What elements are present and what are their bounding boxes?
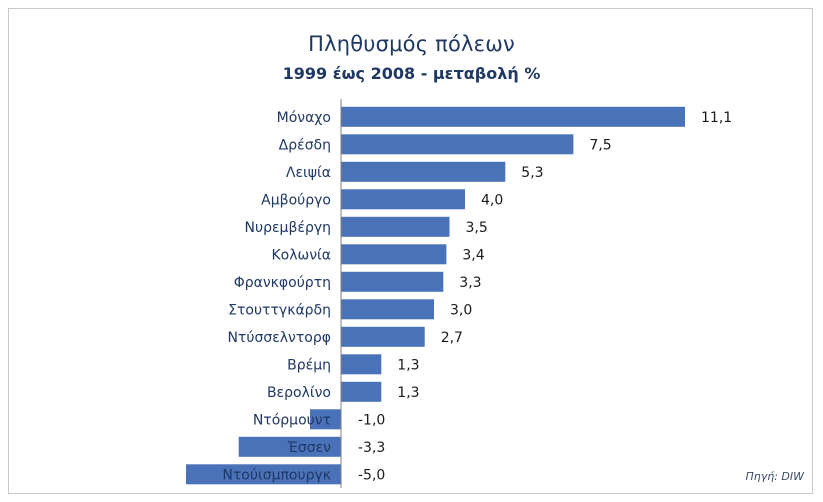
- category-label: Ντόρμουντ: [253, 412, 331, 428]
- category-label: Στουττγκάρδη: [228, 302, 331, 318]
- bar-11: [341, 381, 382, 402]
- value-label: 1,3: [397, 385, 419, 401]
- source-note: Πηγή: DIW: [745, 470, 804, 483]
- value-label: 1,3: [397, 357, 419, 373]
- bar-12: [310, 409, 341, 430]
- value-labels: 11,1 7,5 5,3 4,0 3,5 3,4 3,3 3,0 2,7 1,3 1,3 -1,0 -3…: [358, 110, 732, 483]
- bar-6: [341, 244, 447, 265]
- category-label: Μόναχο: [277, 110, 331, 126]
- category-label: Έσσεν: [286, 440, 331, 456]
- value-label: 3,4: [462, 247, 484, 263]
- bar-3: [341, 161, 506, 182]
- value-label: 3,3: [459, 275, 481, 291]
- value-label: 7,5: [589, 137, 611, 153]
- bar-14: [186, 464, 341, 485]
- category-label: Βερολίνο: [267, 385, 331, 401]
- value-label: 5,3: [521, 165, 543, 181]
- category-label: Φρανκφούρτη: [234, 275, 331, 291]
- bars-group: [186, 106, 685, 485]
- category-labels: Μόναχο Δρέσδη Λειψία Αμβούργο Νυρεμβέργη Κολω…: [222, 110, 331, 483]
- bar-4: [341, 189, 465, 210]
- bar-2: [341, 134, 574, 155]
- value-label: 2,7: [441, 330, 463, 346]
- bar-1: [341, 106, 685, 127]
- category-label: Λειψία: [286, 165, 331, 181]
- category-label: Νυρεμβέργη: [245, 220, 331, 236]
- chart-title: Πληθυσμός πόλεων: [308, 32, 515, 56]
- category-label: Αμβούργο: [261, 192, 331, 208]
- value-label: 3,0: [450, 302, 472, 318]
- value-label: -5,0: [358, 467, 385, 483]
- category-label: Βρέμη: [287, 357, 331, 373]
- bar-5: [341, 216, 450, 237]
- category-label: Δρέσδη: [279, 137, 331, 153]
- value-label: 3,5: [466, 220, 488, 236]
- chart-subtitle: 1999 έως 2008 - μεταβολή %: [282, 64, 541, 83]
- value-label: 11,1: [701, 110, 732, 126]
- value-label: -3,3: [358, 440, 385, 456]
- bar-8: [341, 299, 434, 320]
- category-label: Κολωνία: [271, 247, 331, 263]
- value-label: 4,0: [481, 192, 503, 208]
- category-label: Ντύσσελντορφ: [227, 330, 331, 346]
- bar-10: [341, 354, 382, 375]
- bar-9: [341, 326, 425, 347]
- bar-13: [238, 436, 341, 457]
- value-label: -1,0: [358, 412, 385, 428]
- category-label: Ντούισμπουργκ: [222, 467, 331, 483]
- bar-7: [341, 271, 444, 292]
